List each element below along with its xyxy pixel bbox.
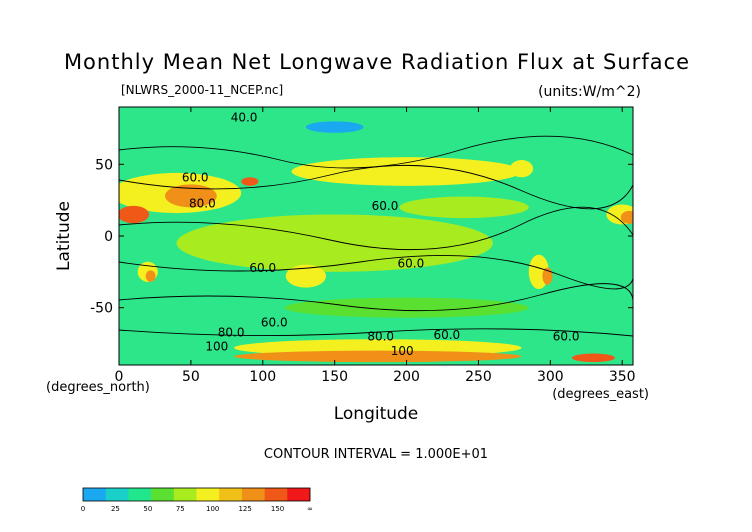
chart-subtitle-file: [NLWRS_2000-11_NCEP.nc]: [121, 83, 283, 97]
colorbar-label-0: 0: [81, 505, 85, 513]
colorbar-label-6: 150: [271, 505, 284, 513]
flux-field: [119, 121, 633, 363]
x-tick-label-1: 50: [182, 369, 200, 385]
field-region-13: [145, 270, 156, 282]
colorbar-swatch-2: [128, 488, 152, 501]
chart-title: Monthly Mean Net Longwave Radiation Flux…: [64, 50, 690, 74]
field-region-6: [620, 210, 633, 224]
colorbar: 0 25 50 75 100 125 150 ∞: [81, 487, 313, 513]
contour-label-8: 100: [205, 340, 228, 354]
field-region-14: [285, 264, 327, 288]
contour-label-12: 60.0: [553, 330, 580, 344]
contour-interval-note: CONTOUR INTERVAL = 1.000E+01: [264, 447, 488, 462]
contour-label-0: 40.0: [231, 110, 258, 124]
contour-label-6: 60.0: [261, 315, 288, 329]
colorbar-swatch-3: [151, 488, 175, 501]
colorbar-label-7: ∞: [307, 505, 313, 513]
x-unit-note: (degrees_east): [552, 387, 649, 402]
colorbar-swatch-5: [196, 488, 220, 501]
colorbar-label-1: 25: [111, 505, 120, 513]
contour-label-11: 100: [391, 344, 414, 358]
contour-line-4: [119, 283, 633, 312]
field-region-9: [510, 160, 534, 178]
contour-label-5: 60.0: [398, 257, 425, 271]
contour-line-3: [119, 254, 633, 290]
contour-line-5: [119, 328, 633, 337]
field-region-16: [234, 350, 522, 363]
contour-label-2: 80.0: [189, 196, 216, 210]
colorbar-swatch-0: [83, 488, 106, 501]
y-tick-label-0: 50: [95, 157, 113, 173]
colorbar-label-5: 125: [238, 505, 251, 513]
x-tick-label-4: 200: [393, 369, 420, 385]
contour-label-1: 60.0: [182, 171, 209, 185]
y-axis-label: Latitude: [54, 201, 74, 271]
y-tick-label-2: -50: [90, 301, 113, 317]
colorbar-swatch-1: [105, 488, 129, 501]
field-region-17: [571, 353, 616, 363]
x-tick-label-0: 0: [115, 369, 124, 385]
contour-label-3: 60.0: [372, 199, 399, 213]
y-tick-label-1: 0: [104, 229, 113, 245]
y-unit-note: (degrees_north): [46, 380, 150, 395]
field-region-4: [119, 205, 150, 224]
field-region-18: [399, 196, 529, 219]
field-region-8: [305, 121, 364, 133]
colorbar-swatch-7: [241, 488, 265, 501]
y-axis: 50 0 -50: [90, 157, 633, 317]
chart-subtitle-units: (units:W/m^2): [538, 84, 641, 100]
contour-line-2: [119, 206, 633, 251]
x-tick-label-2: 100: [249, 369, 276, 385]
field-region-3: [165, 184, 217, 208]
colorbar-label-3: 75: [176, 505, 185, 513]
field-region-19: [284, 297, 529, 318]
contour-line-1: [119, 164, 633, 210]
x-tick-label-3: 150: [321, 369, 348, 385]
x-axis: 0 50 100 150 200 250 300 350: [115, 107, 636, 385]
colorbar-frame: [82, 487, 311, 502]
x-tick-label-7: 350: [609, 369, 636, 385]
colorbar-swatch-8: [264, 488, 288, 501]
contour-label-7: 80.0: [218, 325, 245, 339]
colorbar-swatch-6: [219, 488, 243, 501]
field-region-2: [176, 214, 493, 272]
colorbar-swatch-4: [173, 488, 197, 501]
colorbar-swatch-9: [287, 488, 311, 501]
x-tick-label-6: 300: [537, 369, 564, 385]
contour-label-4: 60.0: [249, 261, 276, 275]
contour-label-9: 80.0: [367, 330, 394, 344]
contour-lines: [119, 135, 633, 337]
colorbar-label-2: 50: [143, 505, 152, 513]
colorbar-label-4: 100: [206, 505, 219, 513]
x-tick-label-5: 250: [465, 369, 492, 385]
field-region-7: [241, 177, 259, 186]
x-axis-label: Longitude: [334, 404, 419, 424]
field-region-1: [291, 157, 522, 186]
contour-label-10: 60.0: [433, 328, 460, 342]
